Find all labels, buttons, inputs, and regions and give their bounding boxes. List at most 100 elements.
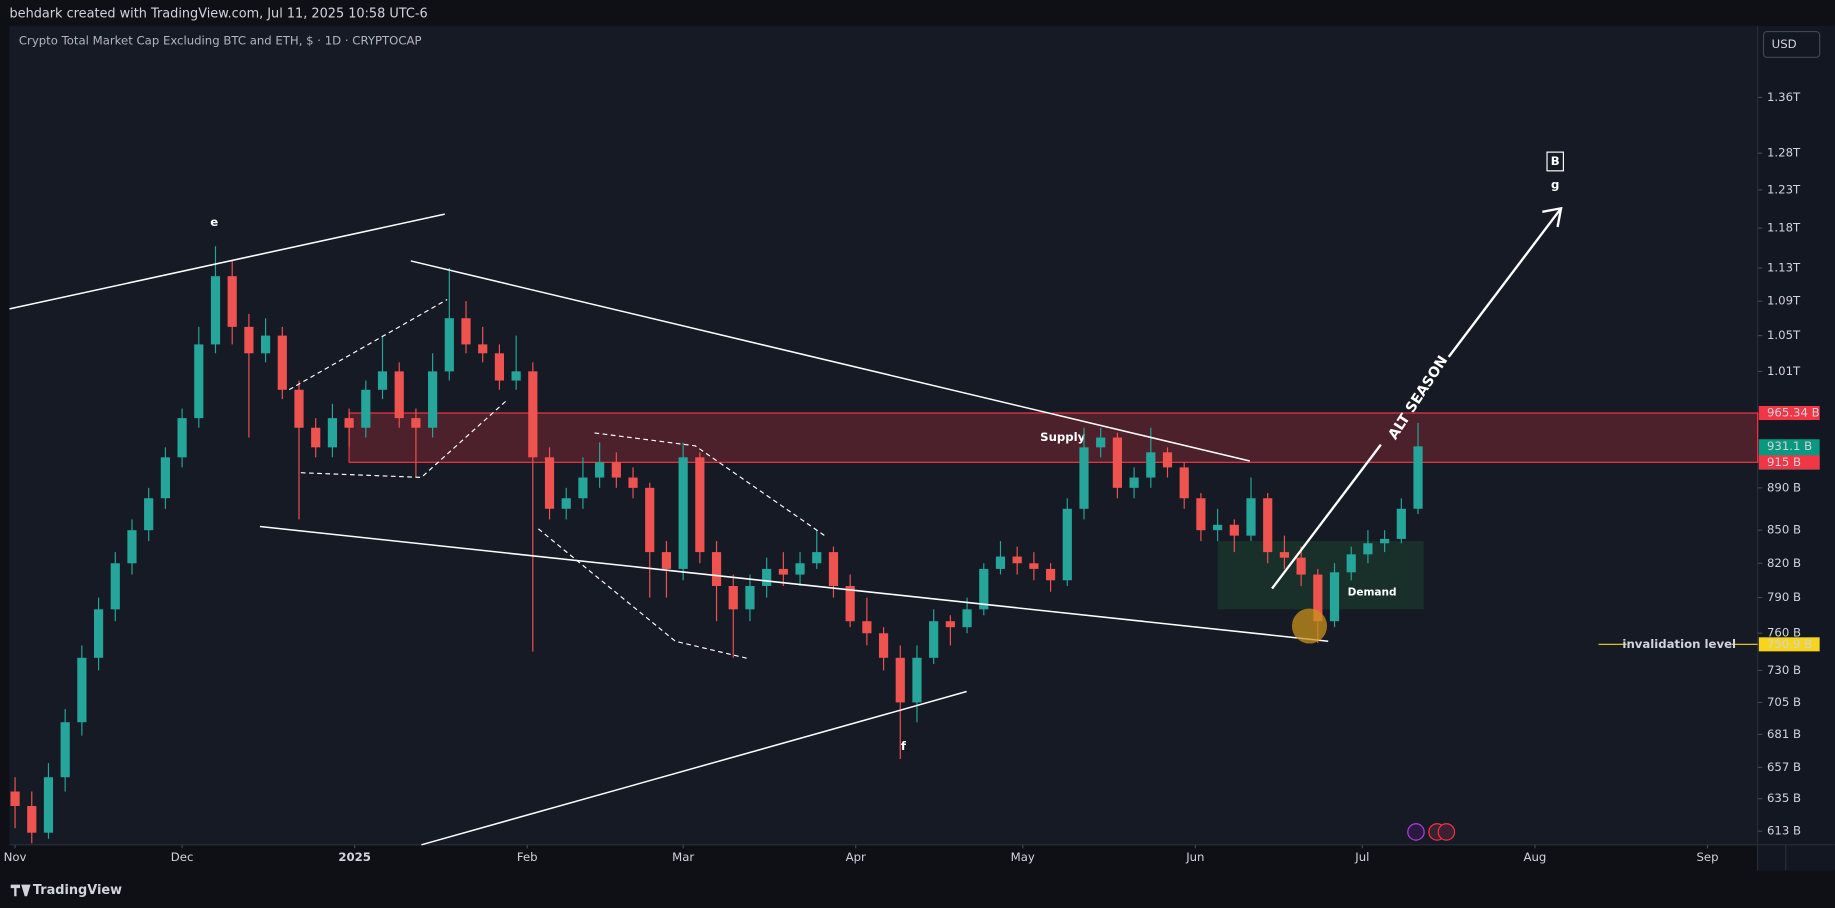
x-tick-label: Sep — [1697, 850, 1719, 864]
candle-body — [645, 487, 655, 553]
candle-body — [878, 633, 889, 658]
candle-body — [795, 563, 805, 575]
trendlines — [9, 213, 1329, 846]
candle-body — [361, 389, 371, 428]
trendline — [259, 525, 1329, 642]
icon[interactable] — [1407, 823, 1425, 841]
candle-body — [762, 568, 772, 587]
candles — [10, 246, 1423, 844]
candle-body — [77, 657, 87, 723]
x-tick-label: Jul — [1354, 850, 1369, 864]
candle-body — [1279, 552, 1290, 558]
brand: TradingView — [33, 883, 122, 898]
arrow-head — [1542, 206, 1563, 228]
candle-body — [661, 552, 672, 569]
candle-body — [394, 371, 404, 419]
candle-body — [277, 335, 287, 390]
currency[interactable]: USD — [1772, 37, 1797, 51]
y-tick-label: 1.13T — [1767, 260, 1801, 274]
x-tick-label: Nov — [4, 850, 27, 864]
candle-body — [979, 568, 989, 610]
y-tick-label: 890 B — [1767, 480, 1801, 494]
price-label-box — [1758, 455, 1820, 470]
x-tick-label: Dec — [171, 850, 194, 864]
candle-body — [1079, 447, 1089, 509]
candle-body — [895, 657, 905, 703]
candle-body — [1313, 574, 1323, 622]
x-tick-label: Feb — [517, 850, 538, 864]
candle-body — [244, 326, 254, 354]
x-tick-label: 2025 — [338, 850, 371, 864]
x-tick-label: May — [1011, 850, 1035, 864]
arrow-line — [1447, 207, 1562, 358]
wave-label: B — [1551, 154, 1560, 168]
dashed-pattern — [288, 299, 826, 660]
candle-body — [478, 344, 488, 354]
candle-body — [444, 318, 454, 372]
candle-body — [595, 462, 605, 478]
price-label: 965.34 B — [1767, 406, 1820, 420]
candle-body — [544, 457, 555, 509]
candle-body — [1213, 524, 1223, 531]
y-tick-label: 730 B — [1767, 663, 1801, 677]
y-tick-label: 1.28T — [1767, 146, 1801, 160]
candle-body — [144, 498, 154, 531]
candle-body — [1162, 452, 1173, 468]
candle-body — [110, 563, 120, 610]
candle-body — [511, 371, 521, 381]
candle-body — [778, 568, 788, 575]
currency-box[interactable] — [1762, 31, 1821, 58]
highlight-circle — [1291, 608, 1328, 644]
candle-body — [1112, 437, 1122, 488]
candle-body — [1096, 437, 1106, 448]
candle-body — [945, 621, 955, 628]
candle-body — [227, 276, 237, 327]
x-tick-label: Aug — [1524, 850, 1547, 864]
candle-body — [711, 552, 722, 587]
header: behdark created with TradingView.com, Ju… — [10, 7, 428, 22]
candle-body — [428, 371, 438, 428]
candle-body — [678, 457, 688, 569]
candle-body — [177, 418, 187, 458]
candle-body — [1045, 568, 1056, 581]
candle-body — [912, 657, 922, 703]
y-tick-label: 1.09T — [1767, 294, 1801, 308]
candle-body — [611, 462, 621, 478]
candle-body — [962, 609, 972, 628]
wave-box — [1546, 151, 1564, 172]
candle-body — [745, 586, 755, 610]
y-tick-label: 790 B — [1767, 590, 1801, 604]
y-tick-label: 657 B — [1767, 760, 1801, 774]
icon[interactable] — [1437, 823, 1456, 841]
candle-body — [494, 353, 505, 381]
candle-body — [261, 335, 271, 354]
candle-body — [695, 457, 705, 553]
y-tick-label: 613 B — [1767, 824, 1801, 838]
price-label: 750.9 B — [1767, 637, 1812, 651]
candle-body — [1380, 538, 1390, 544]
y-tick-label: 681 B — [1767, 727, 1801, 741]
trendline — [9, 213, 445, 310]
candle-body — [1246, 498, 1256, 536]
price-label: 931.1 B — [1767, 439, 1812, 453]
candle-body — [929, 621, 939, 658]
y-tick-label: 1.01T — [1767, 364, 1801, 378]
candle-body — [461, 318, 471, 345]
candle-body — [1146, 452, 1156, 478]
candle-body — [845, 586, 855, 622]
candle-body — [578, 477, 588, 499]
candle-body — [10, 791, 20, 807]
zone-label: Demand — [1348, 586, 1397, 598]
candle-body — [127, 530, 137, 564]
candle-body — [1396, 508, 1406, 539]
arrow — [1271, 206, 1563, 590]
candle-body — [93, 609, 104, 658]
price-label-box — [1758, 637, 1820, 652]
candle-body — [60, 722, 70, 778]
y-tick-label: 760 B — [1767, 626, 1801, 640]
candle-body — [1229, 524, 1239, 536]
candle-body — [1346, 554, 1356, 573]
zones: Supply Demand — [348, 412, 1759, 610]
candle-body — [294, 389, 304, 428]
x-tick-label: Mar — [672, 850, 694, 864]
